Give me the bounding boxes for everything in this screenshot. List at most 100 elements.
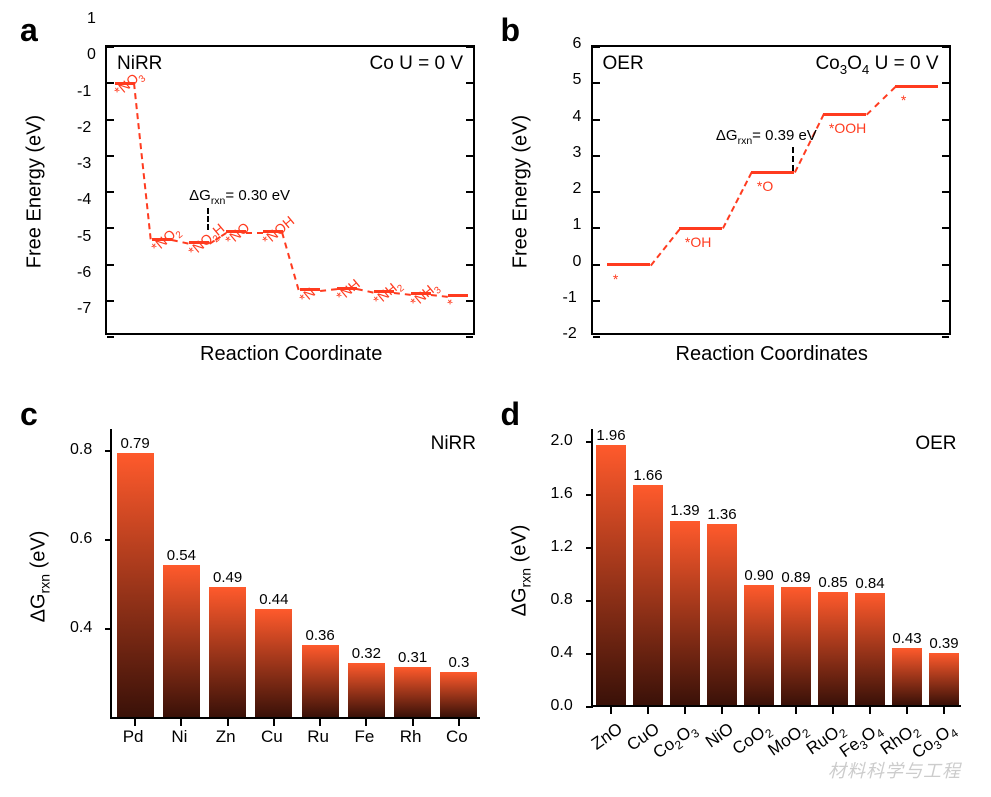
plot-box: NiRR0.790.540.490.440.360.320.310.3 [110,429,480,719]
ytick-label: 0.4 [70,619,92,637]
bar-value-label: 1.36 [703,506,741,523]
xtick [869,707,871,714]
xtick [319,719,321,726]
bar [302,645,339,716]
ytick [107,336,114,338]
ytick-label: 0 [573,253,582,271]
bar-value-label: 0.49 [205,569,250,586]
bar [209,587,246,716]
ytick-label: 0.6 [70,530,92,548]
step-connector [246,232,263,234]
panel-title-right: Co U = 0 V [370,53,463,75]
bar-value-label: 0.31 [390,649,435,666]
category-label: Co [434,727,479,747]
bar-value-label: 0.3 [436,654,481,671]
ytick [466,155,473,157]
ytick-label: 0 [87,46,96,64]
ytick [593,191,600,193]
ytick [107,46,114,48]
energy-annotation: ΔGrxn= 0.30 eV [189,187,290,207]
xtick [684,707,686,714]
bar-value-label: 1.39 [666,502,704,519]
category-label: Cu [249,727,294,747]
ytick [586,547,593,549]
ytick-label: 1 [573,216,582,234]
species-label: * [901,92,906,108]
ytick [942,191,949,193]
ytick-label: 0.4 [551,644,573,662]
bar-value-label: 0.54 [159,547,204,564]
step-connector [866,86,896,115]
panel-title-left: OER [603,53,644,75]
step-connector [133,83,152,239]
panel-label-a: a [20,12,38,49]
energy-step [607,263,650,266]
bar [596,445,626,704]
energy-step [679,227,722,230]
ytick [942,264,949,266]
xtick [906,707,908,714]
xtick [134,719,136,726]
panel-label-b: b [501,12,521,49]
ytick [107,300,114,302]
bar-value-label: 0.43 [888,630,926,647]
ytick-label: -6 [77,264,91,282]
ytick [593,119,600,121]
ytick-label: -2 [563,325,577,343]
bar [892,648,922,705]
ytick [466,191,473,193]
ytick [586,653,593,655]
y-axis-label: Free Energy (eV) [509,92,532,292]
ytick [593,300,600,302]
step-connector [282,232,301,291]
ytick [466,119,473,121]
ytick-label: 5 [573,71,582,89]
category-label: Pd [111,727,156,747]
xtick [943,707,945,714]
bar-value-label: 0.44 [251,591,296,608]
bar-value-label: 0.84 [851,575,889,592]
ytick [107,119,114,121]
ytick-label: 0.8 [551,591,573,609]
bar [117,453,154,716]
energy-step [448,294,468,297]
ytick-label: 3 [573,144,582,162]
category-label: Ru [296,727,341,747]
ytick-label: -1 [563,289,577,307]
bar-value-label: 1.96 [592,427,630,444]
xtick [458,719,460,726]
bar [707,524,737,704]
step-connector [357,288,374,294]
ytick-label: 1.6 [551,485,573,503]
watermark-text: 材料科学与工程 [828,757,961,783]
ytick [466,46,473,48]
species-label: * [444,296,458,312]
xtick [721,707,723,714]
ytick-label: 4 [573,108,582,126]
xtick [180,719,182,726]
bar [440,672,477,717]
species-label: *OH [685,234,711,250]
ytick [942,155,949,157]
panel-title-right: OER [915,433,956,455]
bar [670,521,700,705]
xtick [365,719,367,726]
ytick [593,227,600,229]
panel-c: c NiRR0.790.540.490.440.360.320.310.30.4… [20,404,491,778]
x-axis-label: Reaction Coordinate [200,343,382,366]
ytick-label: 0.0 [551,697,573,715]
xtick [832,707,834,714]
panel-a: a NiRRCo U = 0 V*NO3*NO2*NO2H*NO*NOH*N*N… [20,20,491,394]
bar-value-label: 0.85 [814,574,852,591]
bar-value-label: 0.39 [925,635,963,652]
ytick [466,264,473,266]
xtick [412,719,414,726]
ytick [593,46,600,48]
ytick [942,82,949,84]
ytick [105,539,112,541]
xtick [758,707,760,714]
ytick [107,227,114,229]
bar-value-label: 0.89 [777,569,815,586]
y-axis-label: Free Energy (eV) [24,92,47,292]
ytick [942,300,949,302]
